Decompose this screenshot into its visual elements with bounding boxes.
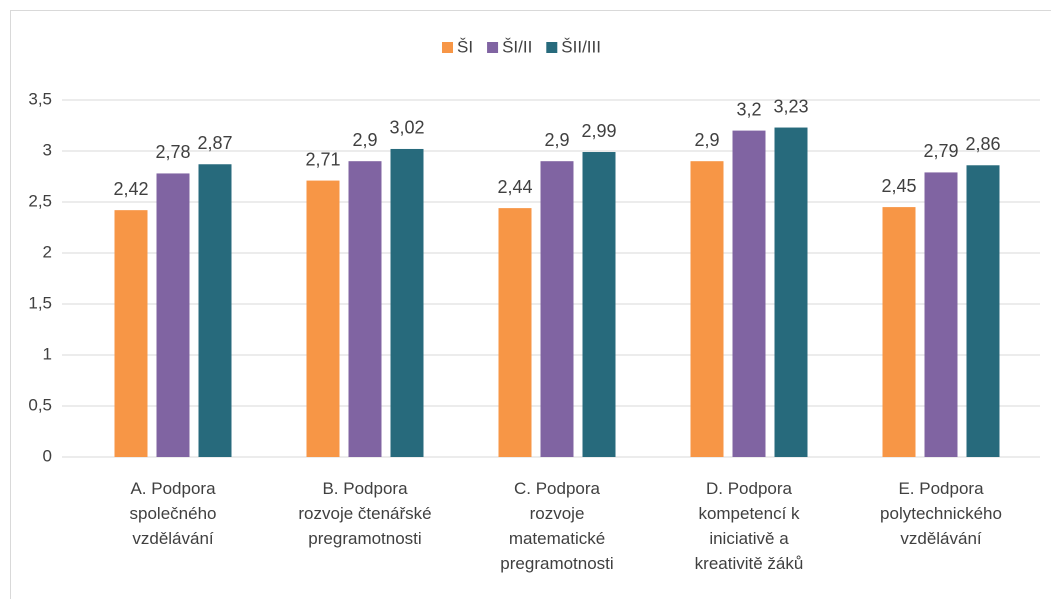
chart-frame bbox=[10, 10, 1051, 599]
x-tick-label: E. Podpora polytechnického vzdělávání bbox=[880, 479, 1002, 548]
data-label: 2,79 bbox=[923, 141, 958, 161]
x-tick-label: B. Podpora rozvoje čtenářské pregramotnost… bbox=[298, 479, 431, 548]
legend-label: ŠI/II bbox=[502, 37, 532, 56]
bar bbox=[540, 161, 574, 457]
data-label: 2,45 bbox=[881, 176, 916, 196]
x-tick-label-line: C. Podpora bbox=[514, 479, 601, 498]
data-label: 2,9 bbox=[352, 130, 377, 150]
x-tick-label-line: kompetencí k bbox=[698, 504, 800, 523]
bar bbox=[966, 165, 1000, 457]
y-tick-label: 2 bbox=[43, 242, 52, 261]
x-tick-label-line: B. Podpora bbox=[322, 479, 408, 498]
x-tick-label-line: kreativitě žáků bbox=[695, 554, 804, 573]
data-label: 3,23 bbox=[773, 96, 808, 116]
bar bbox=[582, 152, 616, 457]
x-tick-label-line: společného bbox=[130, 504, 217, 523]
bar bbox=[498, 208, 532, 457]
x-tick-label-line: vzdělávání bbox=[132, 529, 214, 548]
data-label: 2,86 bbox=[965, 134, 1000, 154]
legend-label: ŠII/III bbox=[561, 37, 601, 56]
x-tick-label-line: pregramotnosti bbox=[308, 529, 421, 548]
x-tick-label-line: rozvoje čtenářské bbox=[298, 504, 431, 523]
bar bbox=[156, 173, 190, 457]
x-tick-label-line: polytechnického bbox=[880, 504, 1002, 523]
bar bbox=[882, 207, 916, 457]
data-label: 3,2 bbox=[736, 99, 761, 119]
x-tick-label: C. Podpora rozvoje matematické pregramotnos… bbox=[500, 479, 613, 573]
x-tick-label-line: pregramotnosti bbox=[500, 554, 613, 573]
data-label: 2,9 bbox=[544, 130, 569, 150]
bar bbox=[690, 161, 724, 457]
bar bbox=[732, 130, 766, 457]
data-label: 3,02 bbox=[389, 118, 424, 138]
legend-swatch bbox=[546, 42, 558, 53]
data-label: 2,42 bbox=[113, 179, 148, 199]
x-tick-label-line: iniciativě a bbox=[709, 529, 789, 548]
y-tick-label: 3,5 bbox=[28, 89, 52, 108]
data-label: 2,78 bbox=[155, 142, 190, 162]
bar bbox=[114, 210, 148, 457]
data-label: 2,71 bbox=[305, 149, 340, 169]
bar bbox=[774, 127, 808, 457]
data-label: 2,99 bbox=[581, 121, 616, 141]
bar bbox=[924, 172, 958, 458]
bar bbox=[306, 180, 340, 457]
x-tick-label-line: D. Podpora bbox=[706, 479, 793, 498]
legend-label: ŠI bbox=[457, 37, 473, 56]
y-tick-label: 1 bbox=[43, 344, 52, 363]
x-tick-label-line: E. Podpora bbox=[898, 479, 984, 498]
x-tick-label-line: matematické bbox=[509, 529, 605, 548]
x-tick-label-line: A. Podpora bbox=[130, 479, 216, 498]
x-tick-label: D. Podpora kompetencí k iniciativě a kreati… bbox=[695, 479, 804, 573]
y-tick-label: 1,5 bbox=[28, 293, 52, 312]
x-tick-label-line: vzdělávání bbox=[900, 529, 982, 548]
data-label: 2,87 bbox=[197, 133, 232, 153]
legend-swatch bbox=[442, 42, 453, 53]
y-tick-label: 0,5 bbox=[28, 395, 52, 414]
x-tick-label-line: rozvoje bbox=[530, 504, 585, 523]
data-label: 2,44 bbox=[497, 177, 532, 197]
y-tick-label: 3 bbox=[43, 140, 52, 159]
bar bbox=[198, 164, 232, 457]
y-tick-label: 0 bbox=[43, 446, 52, 465]
data-label: 2,9 bbox=[694, 130, 719, 150]
bar bbox=[390, 148, 424, 457]
y-tick-label: 2,5 bbox=[28, 191, 52, 210]
bar bbox=[348, 161, 382, 457]
x-tick-label: A. Podpora společného vzdělávání bbox=[130, 479, 217, 548]
legend-swatch bbox=[487, 42, 499, 53]
